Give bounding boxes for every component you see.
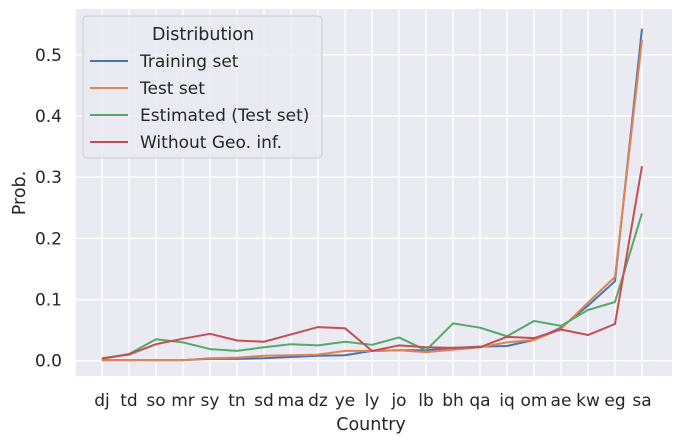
x-tick-label: dj — [94, 391, 110, 411]
x-tick-label: dz — [308, 391, 328, 411]
y-tick-label: 0.2 — [35, 229, 62, 249]
legend-label: Without Geo. inf. — [140, 133, 282, 153]
x-tick-label: eg — [604, 391, 625, 411]
x-tick-label: ma — [278, 391, 305, 411]
legend-label: Training set — [139, 52, 239, 72]
y-axis-title: Prob. — [10, 171, 30, 215]
y-tick-label: 0.4 — [35, 107, 62, 127]
legend-title: Distribution — [152, 25, 254, 45]
legend-label: Estimated (Test set) — [140, 106, 309, 126]
x-tick-labels: dj td so mr sy tn sd ma dz ye ly jo lb bh qa iq om ae kw eg… — [94, 391, 651, 411]
y-tick-label: 0.1 — [35, 291, 62, 311]
x-tick-label: kw — [576, 391, 600, 411]
legend-box — [82, 15, 323, 159]
x-tick-label: sd — [254, 391, 274, 411]
x-tick-label: bh — [442, 391, 464, 411]
x-axis-title: Country — [336, 415, 406, 435]
y-tick-label: 0.5 — [35, 46, 62, 66]
x-tick-label: ye — [335, 391, 356, 411]
x-tick-label: lb — [418, 391, 434, 411]
x-tick-label: mr — [171, 391, 195, 411]
series-line — [101, 213, 643, 360]
x-tick-label: qa — [469, 391, 490, 411]
y-tick-labels: 0.0 0.1 0.2 0.3 0.4 0.5 — [35, 46, 62, 372]
x-tick-label: jo — [390, 391, 406, 411]
x-tick-label: ly — [365, 391, 380, 411]
y-tick-label: 0.0 — [35, 352, 62, 372]
y-tick-label: 0.3 — [35, 168, 62, 188]
x-tick-label: sy — [201, 391, 220, 411]
x-tick-label: tn — [228, 391, 245, 411]
x-tick-label: so — [146, 391, 165, 411]
legend-label: Test set — [139, 79, 205, 99]
series-line — [101, 166, 643, 360]
x-tick-label: td — [120, 391, 137, 411]
x-tick-label: om — [521, 391, 548, 411]
x-tick-label: iq — [499, 391, 515, 411]
legend: Distribution Training set Test set Estimat… — [82, 15, 323, 159]
series-lines — [101, 28, 643, 362]
x-tick-label: ae — [551, 391, 572, 411]
x-tick-label: sa — [632, 391, 651, 411]
legend-items: Training set Test set Estimated (Test set)… — [90, 52, 309, 153]
